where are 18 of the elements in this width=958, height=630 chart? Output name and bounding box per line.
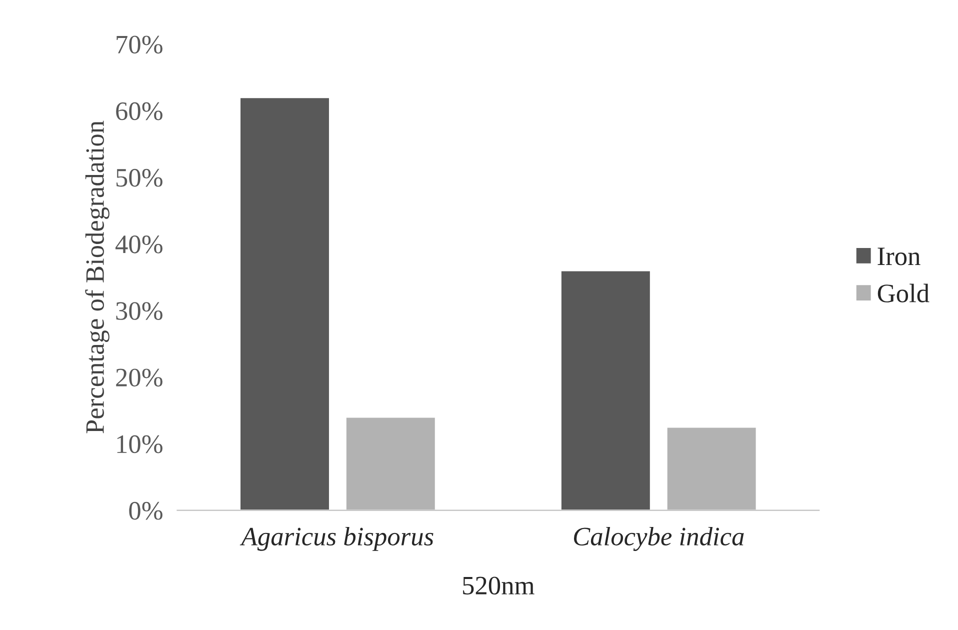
y-tick-label: 30%	[116, 302, 162, 320]
x-axis-title: 520nm	[463, 576, 534, 595]
y-tick-label: 60%	[116, 102, 162, 120]
bar	[239, 96, 330, 510]
y-tick-label: 0%	[129, 502, 162, 520]
bar	[560, 270, 652, 510]
bar	[666, 426, 758, 510]
legend-label: Gold	[878, 284, 930, 302]
y-tick-label: 20%	[116, 368, 162, 387]
y-tick-label: 40%	[115, 236, 162, 254]
x-tick-label: Agaricus bisporus	[240, 526, 434, 551]
x-tick-label: Calocybe indica	[574, 526, 744, 551]
y-tick-label: 10%	[117, 435, 162, 454]
y-tick-label: 70%	[116, 36, 162, 54]
y-axis-title: Percentage of Biodegradation	[85, 120, 110, 434]
bar	[345, 416, 436, 510]
y-tick-label: 50%	[116, 168, 162, 187]
legend-label: Iron	[878, 248, 920, 266]
